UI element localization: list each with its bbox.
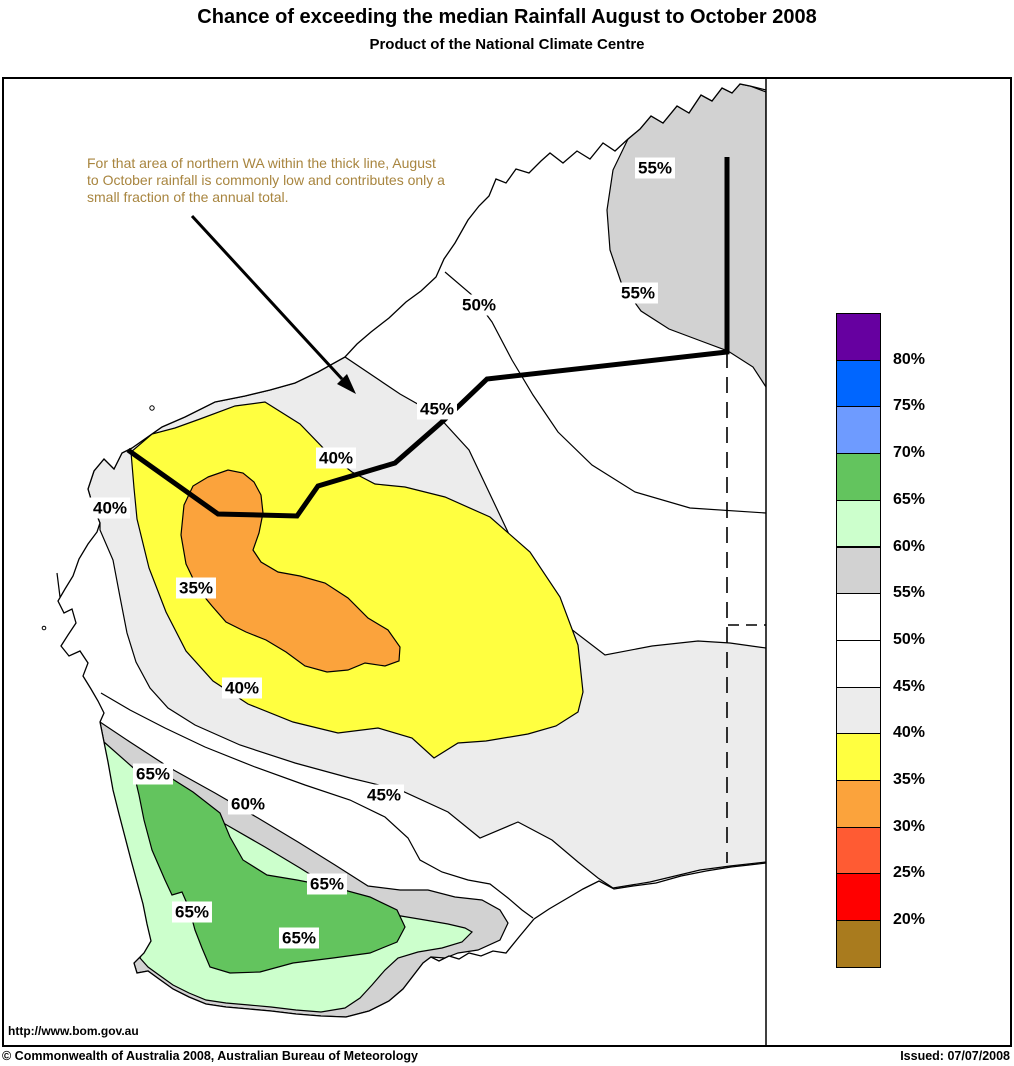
legend-swatch-2 xyxy=(836,406,881,455)
legend-swatch-13 xyxy=(836,920,881,968)
contour-label-40: 40% xyxy=(89,497,131,519)
contour-label-55: 55% xyxy=(634,157,676,179)
page-subtitle: Product of the National Climate Centre xyxy=(369,36,645,53)
legend-swatch-6 xyxy=(836,593,881,641)
legend-label-30: 30% xyxy=(893,817,926,835)
contour-50-southwest xyxy=(100,692,534,919)
legend-label-50: 50% xyxy=(893,630,926,648)
contour-label-40: 40% xyxy=(221,677,263,699)
legend-swatch-8 xyxy=(836,686,881,735)
island-barrow xyxy=(149,405,155,411)
island-dirk-hartog xyxy=(56,572,61,598)
legend-swatch-4 xyxy=(836,499,881,548)
legend-label-65: 65% xyxy=(893,490,926,508)
coastline xyxy=(57,83,767,1018)
contour-label-35: 35% xyxy=(175,577,217,599)
map-frame xyxy=(2,77,1012,1047)
page-title: Chance of exceeding the median Rainfall … xyxy=(197,6,817,28)
legend-swatch-5 xyxy=(836,546,881,595)
legend-label-20: 20% xyxy=(893,911,926,929)
legend-label-80: 80% xyxy=(893,350,926,368)
footer-issued-date: Issued: 07/07/2008 xyxy=(900,1049,1010,1063)
legend-label-45: 45% xyxy=(893,677,926,695)
legend-swatch-7 xyxy=(836,639,881,688)
annotation-arrowhead xyxy=(337,374,356,394)
legend-label-70: 70% xyxy=(893,444,926,462)
contour-label-40: 40% xyxy=(315,447,357,469)
legend-swatch-0 xyxy=(836,313,881,361)
contour-label-45: 45% xyxy=(363,784,405,806)
legend-label-55: 55% xyxy=(893,584,926,602)
contour-label-65: 65% xyxy=(171,901,213,923)
legend-swatch-3 xyxy=(836,453,881,501)
legend-swatch-1 xyxy=(836,359,881,408)
legend-label-35: 35% xyxy=(893,771,926,788)
legend-swatch-11 xyxy=(836,826,881,875)
legend-label-60: 60% xyxy=(893,537,926,555)
band-65-70-region xyxy=(134,772,406,974)
contour-label-45: 45% xyxy=(416,398,458,420)
legend-label-75: 75% xyxy=(893,397,926,415)
contour-label-60: 60% xyxy=(227,793,269,815)
contour-label-65: 65% xyxy=(306,873,348,895)
legend-label-25: 25% xyxy=(893,864,926,882)
legend-swatch-12 xyxy=(836,873,881,922)
footer-url: http://www.bom.gov.au xyxy=(8,1024,139,1038)
legend-label-40: 40% xyxy=(893,724,926,742)
legend-swatch-10 xyxy=(836,780,881,828)
island-small xyxy=(41,625,47,631)
contour-label-65: 65% xyxy=(278,927,320,949)
footer-copyright: © Commonwealth of Australia 2008, Austra… xyxy=(2,1049,418,1063)
annotation-text: For that area of northern WA within the … xyxy=(87,155,445,205)
annotation-arrow-line xyxy=(190,214,344,381)
contour-label-65: 65% xyxy=(132,763,174,785)
thick-demarcation-line xyxy=(126,157,730,519)
contour-label-50: 50% xyxy=(458,294,500,316)
contour-label-55: 55% xyxy=(617,282,659,304)
legend-swatch-9 xyxy=(836,733,881,781)
